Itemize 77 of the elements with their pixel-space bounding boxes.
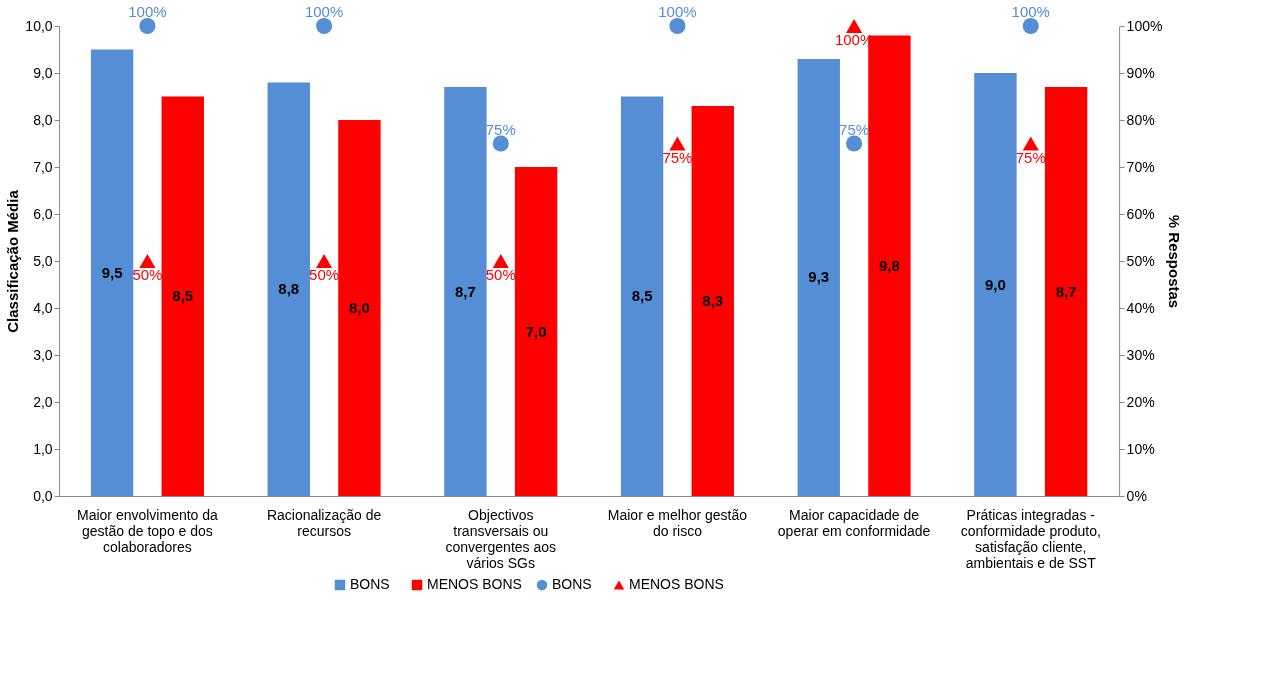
data-label: 9,0 bbox=[985, 275, 1006, 293]
point bbox=[316, 254, 333, 268]
bar bbox=[974, 73, 1017, 496]
x-tick-label: Racionalização de recursos bbox=[266, 506, 382, 539]
point bbox=[492, 135, 509, 152]
y2-tick-label: 10% bbox=[1126, 440, 1155, 457]
data-label: 100% bbox=[658, 3, 697, 20]
x-tick-label: Maior envolvimento da gestão de topo e dos colaboradores bbox=[77, 506, 219, 555]
bar bbox=[1044, 87, 1088, 496]
y-tick-label: 6,0 bbox=[33, 205, 53, 222]
data-label: 9,5 bbox=[101, 263, 123, 281]
point bbox=[669, 17, 686, 35]
y2-tick-label: 30% bbox=[1126, 346, 1155, 363]
point bbox=[1022, 136, 1039, 151]
legend-label: BONS bbox=[350, 576, 390, 592]
y-tick-label: 4,0 bbox=[33, 299, 53, 316]
point bbox=[316, 17, 333, 35]
legend-label: MENOS BONS bbox=[629, 576, 724, 592]
legend-label: BONS bbox=[552, 576, 592, 592]
point bbox=[492, 254, 509, 268]
data-label: 8,5 bbox=[172, 287, 194, 305]
data-label: 100% bbox=[128, 3, 167, 20]
x-tick-label: Maior capacidade de operar em conformidade bbox=[777, 506, 931, 539]
bar bbox=[444, 87, 487, 496]
point bbox=[846, 135, 863, 152]
y2-tick-label: 80% bbox=[1126, 111, 1155, 128]
data-label: 100% bbox=[1011, 3, 1050, 20]
y-tick-label: 9,0 bbox=[33, 64, 53, 81]
data-label: 100% bbox=[304, 3, 344, 20]
y2-tick-label: 50% bbox=[1126, 252, 1155, 269]
bar bbox=[338, 120, 381, 496]
data-label: 8,5 bbox=[631, 287, 653, 305]
x-tick-label: Práticas integradas - conformidade produto, satisfação cliente, ambientais e de SST bbox=[960, 506, 1101, 571]
data-label: 8,3 bbox=[702, 291, 724, 309]
bar bbox=[161, 96, 204, 496]
y2-tick-label: 20% bbox=[1126, 393, 1155, 410]
y2-tick-label: 90% bbox=[1126, 64, 1155, 81]
y-tick-label: 2,0 bbox=[33, 393, 53, 410]
data-label: 50% bbox=[485, 266, 516, 283]
data-label: 50% bbox=[132, 266, 163, 283]
y-tick-label: 10,0 bbox=[25, 17, 53, 34]
bar bbox=[620, 96, 664, 496]
x-tick-label: Maior e melhor gestão do risco bbox=[607, 506, 748, 539]
bar bbox=[797, 58, 840, 496]
y-tick-label: 7,0 bbox=[33, 158, 53, 175]
x-tick-label: Objectivos transversais ou convergentes aos vários SGs bbox=[445, 506, 557, 571]
data-label: 8,8 bbox=[278, 280, 300, 298]
point bbox=[139, 17, 156, 35]
point bbox=[846, 19, 863, 33]
bar bbox=[267, 82, 310, 496]
data-label: 75% bbox=[662, 148, 693, 166]
point bbox=[1022, 17, 1039, 35]
bar bbox=[514, 167, 558, 496]
y2-tick-label: 40% bbox=[1126, 299, 1155, 316]
y-tick-label: 3,0 bbox=[33, 346, 53, 363]
y-axis-title: Classificação Média bbox=[4, 189, 22, 333]
data-label: 9,3 bbox=[808, 268, 830, 286]
data-label: 75% bbox=[1015, 148, 1046, 166]
y-tick-label: 5,0 bbox=[33, 252, 53, 269]
bar bbox=[691, 105, 734, 496]
y2-tick-label: 0% bbox=[1126, 487, 1147, 504]
y-tick-label: 8,0 bbox=[33, 111, 53, 128]
point bbox=[669, 136, 686, 151]
data-label: 8,7 bbox=[455, 282, 476, 300]
data-label: 8,0 bbox=[349, 299, 370, 316]
y2-axis-title: % Respostas bbox=[1166, 214, 1184, 309]
legend-label: MENOS BONS bbox=[427, 576, 522, 592]
data-label: 9,8 bbox=[879, 256, 900, 274]
bar bbox=[90, 49, 134, 496]
y2-tick-label: 70% bbox=[1126, 158, 1155, 175]
y-tick-label: 1,0 bbox=[33, 440, 53, 457]
point bbox=[139, 254, 156, 268]
data-label: 7,0 bbox=[525, 322, 547, 340]
y2-tick-label: 60% bbox=[1126, 205, 1155, 222]
y-tick-label: 0,0 bbox=[33, 487, 53, 504]
data-label: 8,7 bbox=[1055, 282, 1077, 300]
y2-tick-label: 100% bbox=[1126, 17, 1163, 34]
